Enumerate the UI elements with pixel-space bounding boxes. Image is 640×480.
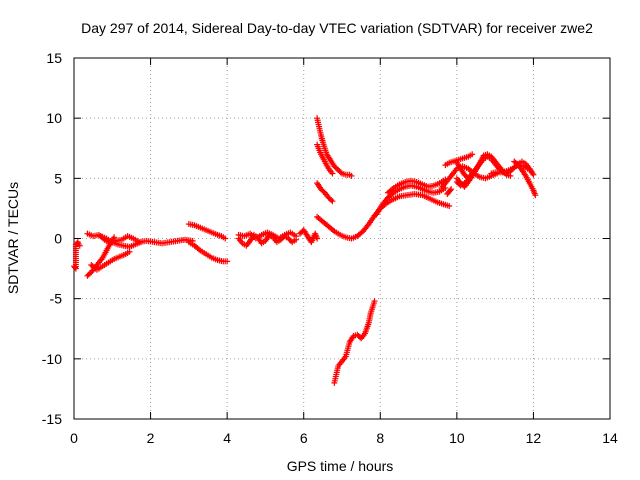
series-arc-k [314, 115, 355, 179]
data-point [530, 171, 537, 178]
data-points [71, 115, 539, 386]
x-tick-label: 10 [449, 430, 465, 446]
data-point [293, 233, 300, 240]
series-arc-u [442, 151, 476, 169]
y-tick-label: 5 [54, 170, 62, 186]
y-tick-label: -5 [50, 291, 63, 307]
data-point [328, 196, 335, 203]
x-tick-label: 6 [300, 430, 308, 446]
chart-title: Day 297 of 2014, Sidereal Day-to-day VTE… [81, 20, 593, 36]
x-tick-label: 2 [147, 430, 155, 446]
data-point [532, 192, 539, 199]
data-point [469, 151, 476, 158]
data-point [526, 166, 533, 173]
series-arc-e [97, 233, 144, 250]
x-axis-label: GPS time / hours [287, 458, 394, 474]
series-arc-l [314, 141, 336, 177]
series-arc-i [235, 229, 300, 242]
series-arc-t [438, 163, 501, 191]
axis-ticks: 0 2 4 6 8 10 12 14 -15 -10 -5 0 5 10 15 [42, 50, 618, 446]
series-arc-g [185, 239, 231, 265]
data-point [348, 172, 355, 179]
data-point [467, 175, 474, 182]
series-arc-y [444, 186, 455, 197]
data-point [337, 169, 344, 176]
y-axis-label: SDTVAR / TECUs [5, 182, 21, 294]
y-tick-label: -15 [42, 411, 62, 427]
y-tick-label: 15 [46, 50, 62, 66]
data-point [71, 264, 78, 271]
series-arc-d [88, 248, 133, 273]
series-arc-q [331, 298, 378, 386]
series-arc-f [185, 221, 229, 242]
y-tick-label: 10 [46, 110, 62, 126]
x-tick-label: 8 [376, 430, 384, 446]
series-arc-x [453, 175, 474, 189]
data-point [224, 258, 231, 265]
data-point [138, 239, 144, 246]
data-point [448, 186, 455, 193]
data-point [329, 170, 336, 177]
data-point [507, 172, 514, 179]
data-point [371, 298, 378, 305]
data-point [314, 235, 321, 242]
data-point [222, 235, 229, 242]
x-tick-label: 12 [526, 430, 542, 446]
x-tick-label: 0 [70, 430, 78, 446]
y-tick-label: -10 [42, 351, 62, 367]
y-tick-label: 0 [54, 231, 62, 247]
data-point [447, 187, 454, 194]
series-arc-j [296, 227, 321, 246]
series-arc-w [488, 162, 533, 177]
data-point [329, 198, 336, 205]
series-arc-n [314, 190, 453, 242]
series-arc-a [71, 239, 83, 272]
x-tick-label: 14 [602, 430, 618, 446]
data-point [446, 203, 453, 210]
series-arc-m [314, 180, 336, 205]
data-point [76, 242, 83, 249]
x-tick-label: 4 [223, 430, 231, 446]
